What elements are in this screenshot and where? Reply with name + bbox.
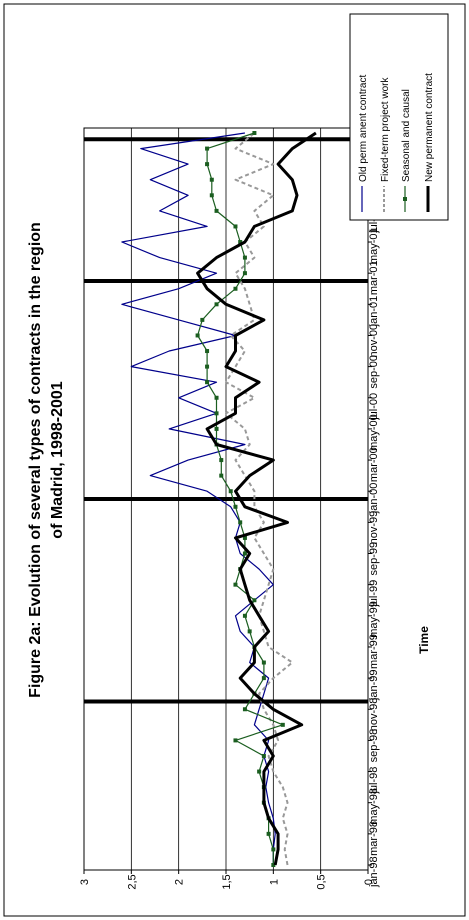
series-point-2 (247, 629, 252, 634)
series-point-2 (228, 489, 233, 494)
series-line-3 (196, 131, 317, 866)
x-tick-label: nov-00 (368, 324, 380, 358)
legend: Old perm anent contract Fixed-term projec… (349, 13, 449, 221)
y-tick-label: 0 (363, 879, 375, 885)
x-tick-label: jul-99 (368, 580, 380, 608)
x-axis-ticks: jan-98mar-98may-98jul-98sep-98nov-98jan-… (368, 137, 380, 888)
x-tick-label: sep-98 (368, 729, 380, 763)
x-tick-label: jul-98 (368, 767, 380, 795)
x-tick-label: nov-99 (368, 511, 380, 545)
series-point-2 (214, 426, 219, 431)
series-point-2 (209, 177, 214, 182)
vertical-markers (84, 137, 368, 704)
series-point-2 (242, 255, 247, 260)
x-tick-label: sep-00 (368, 355, 380, 389)
chart-title-line-1: Figure 2a: Evolution of several types of… (27, 222, 44, 698)
series-point-2 (205, 364, 210, 369)
series-point-2 (233, 286, 238, 291)
series-point-2 (214, 411, 219, 416)
x-tick-label: may-98 (368, 788, 380, 825)
x-tick-label: may-99 (368, 601, 380, 638)
legend-box (349, 13, 449, 221)
series-line-0 (121, 132, 276, 865)
y-tick-label: 3 (79, 879, 91, 885)
series-point-2 (238, 240, 243, 245)
legend-label-2: Seasonal and causal (401, 89, 412, 182)
x-tick-label: jan-98 (368, 856, 380, 888)
series-line-1 (225, 132, 294, 866)
series-point-2 (271, 847, 276, 852)
x-tick-label: may-01 (368, 227, 380, 264)
y-tick-label: 0,5 (316, 874, 328, 889)
series-point-2 (242, 707, 247, 712)
series-point-2 (238, 520, 243, 525)
chart-title-line-2: of Madrid, 1998-2001 (49, 381, 66, 539)
series-point-2 (271, 863, 276, 867)
series-line-2 (197, 132, 284, 865)
series-point-2 (261, 676, 266, 681)
series-point-2 (209, 193, 214, 198)
chart-title-group: Figure 2a: Evolution of several types of… (27, 222, 66, 698)
series-point-2 (242, 551, 247, 556)
x-tick-label: may-00 (368, 414, 380, 451)
series-point-2 (266, 831, 271, 836)
y-tick-label: 1 (268, 879, 280, 885)
series-point-2 (214, 302, 219, 307)
x-tick-label: mar-01 (368, 260, 380, 295)
series-point-2 (205, 146, 210, 151)
series-point-2 (252, 598, 257, 603)
legend-label-3: New permanent contract (424, 73, 435, 182)
series-point-2 (205, 349, 210, 354)
series-lines (121, 131, 317, 867)
series-point-2 (242, 613, 247, 618)
series-point-2 (205, 380, 210, 385)
series-point-2 (261, 753, 266, 758)
series-point-2 (214, 395, 219, 400)
series-point-2 (233, 504, 238, 509)
x-tick-label: sep-99 (368, 542, 380, 576)
legend-label-1: Fixed-term project work (380, 77, 391, 182)
series-point-2 (200, 317, 205, 322)
series-point-2 (219, 473, 224, 478)
x-tick-label: mar-00 (368, 447, 380, 482)
x-axis-title-group: Time (417, 626, 431, 654)
series-point-2 (219, 458, 224, 463)
series-point-2 (233, 224, 238, 229)
y-tick-label: 2 (174, 879, 186, 885)
x-axis-title: Time (417, 626, 431, 654)
legend-label-0: Old perm anent contract (358, 75, 369, 182)
series-point-2 (233, 582, 238, 587)
series-point-2 (280, 722, 285, 727)
series-point-2 (205, 162, 210, 167)
x-tick-label: jan-00 (368, 483, 380, 515)
series-point-2 (195, 333, 200, 338)
series-point-2 (242, 271, 247, 276)
x-tick-label: jan-99 (368, 670, 380, 702)
y-tick-label: 2,5 (126, 874, 138, 889)
x-tick-label: nov-98 (368, 698, 380, 732)
x-tick-label: jul-00 (368, 393, 380, 421)
x-tick-label: jan-01 (368, 296, 380, 328)
y-axis-ticks: 0 0,5 1 1,5 2 2,5 3 (79, 870, 375, 890)
legend-swatch-marker-2 (403, 197, 407, 201)
x-tick-label: mar-99 (368, 634, 380, 669)
y-tick-label: 1,5 (221, 874, 233, 889)
series-point-2 (233, 738, 238, 743)
x-tick-label: mar-98 (368, 821, 380, 856)
series-point-2 (242, 535, 247, 540)
series-point-2 (257, 769, 262, 774)
series-point-2 (214, 208, 219, 213)
series-point-2 (261, 660, 266, 665)
series-point-2 (252, 131, 257, 135)
